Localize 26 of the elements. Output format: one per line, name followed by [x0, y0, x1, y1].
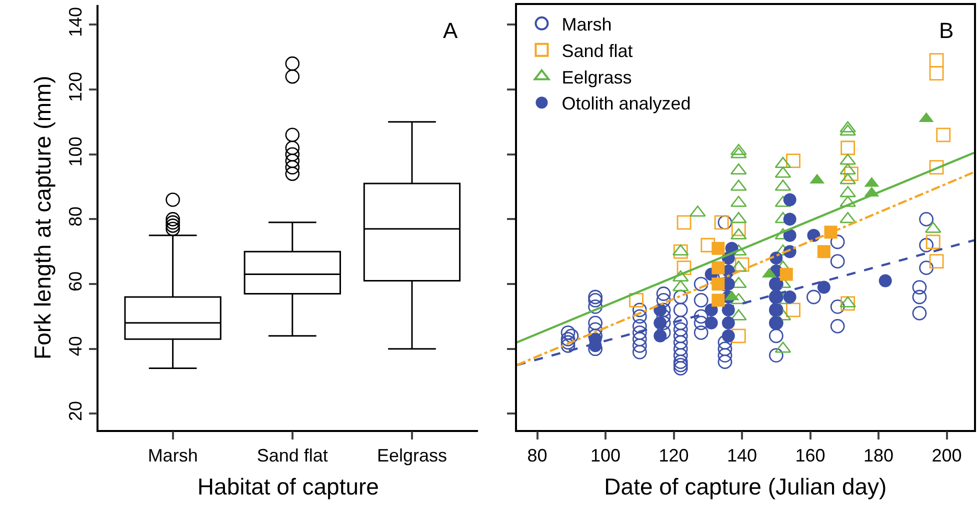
annotation: A — [443, 18, 458, 43]
y-axis-title: Fork length at capture (mm) — [30, 76, 56, 360]
x-tick-label: 80 — [527, 445, 548, 466]
annotation: B — [939, 18, 954, 43]
y-tick-label: 120 — [66, 72, 86, 102]
legend-label: Sand flat — [562, 40, 633, 61]
x-tick-label: Marsh — [148, 445, 198, 466]
x-tick-label: 200 — [932, 445, 962, 466]
x-axis-title: Habitat of capture — [197, 473, 379, 500]
x-tick-label: 140 — [727, 445, 758, 466]
y-tick-label: 40 — [66, 336, 86, 356]
y-tick-label: 140 — [66, 6, 86, 38]
y-tick-label: 100 — [66, 136, 86, 167]
x-tick-label: 120 — [658, 445, 689, 466]
y-tick-label: 60 — [66, 271, 86, 292]
x-tick-label: Sand flat — [256, 445, 328, 466]
x-tick-label: Eelgrass — [376, 445, 448, 466]
legend-label: Eelgrass — [562, 67, 632, 88]
y-tick-label: 80 — [66, 206, 86, 227]
legend-label: Otolith analyzed — [562, 94, 691, 114]
x-tick-label: 100 — [590, 445, 621, 466]
x-tick-label: 180 — [864, 445, 894, 466]
y-tick-label: 20 — [66, 400, 86, 422]
x-tick-label: 160 — [795, 445, 826, 466]
legend-label: Marsh — [562, 14, 612, 34]
x-axis-title: Date of capture (Julian day) — [604, 473, 887, 500]
